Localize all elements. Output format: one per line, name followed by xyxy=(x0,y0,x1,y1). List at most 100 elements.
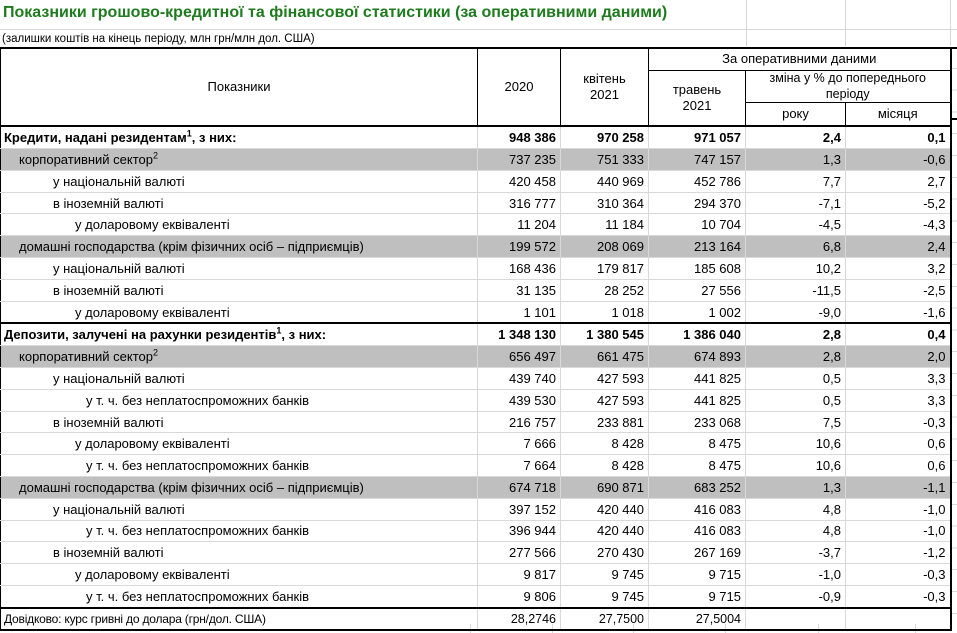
row-label: корпоративний сектор xyxy=(19,349,154,365)
table-row: у доларовому еквіваленті 11 204 11 184 1… xyxy=(0,213,951,237)
table-row: у т. ч. без неплатоспроможних банків 439… xyxy=(0,389,951,412)
row-label: в іноземній валюті xyxy=(53,195,164,211)
cell-change-year xyxy=(745,606,846,631)
row-label-cell: у національній валюті xyxy=(0,498,478,521)
cell-2020: 674 718 xyxy=(477,476,561,499)
row-label-cell: у т. ч. без неплатоспроможних банків xyxy=(0,520,478,543)
row-label: у доларовому еквіваленті xyxy=(75,304,230,320)
cell-2020: 31 135 xyxy=(477,279,561,302)
gridline-strip xyxy=(950,47,957,624)
cell-may-2021: 9 715 xyxy=(648,585,746,609)
table-border-extension xyxy=(950,47,957,49)
cell-change-year: 0,5 xyxy=(745,389,846,412)
table-row: у доларовому еквіваленті 9 817 9 745 9 7… xyxy=(0,563,951,586)
cell-change-month: -4,3 xyxy=(845,213,951,237)
table-header: Показники 2020 квітень 2021 За оперативн… xyxy=(0,46,951,128)
table-row: у т. ч. без неплатоспроможних банків 396… xyxy=(0,520,951,543)
row-label-cell: у національній валюті xyxy=(0,170,478,193)
row-label: в іноземній валюті xyxy=(53,282,164,298)
row-label-cell: Депозити, залучені на рахунки резидентів… xyxy=(0,322,478,347)
cell-april-2021: 970 258 xyxy=(560,125,649,150)
row-footnote-ref: 1 xyxy=(186,128,192,139)
table-row: в іноземній валюті 277 566 270 430 267 1… xyxy=(0,541,951,565)
row-label-suffix: , з них: xyxy=(191,130,237,146)
cell-change-year: 1,3 xyxy=(745,148,846,171)
table-row: домашні господарства (крім фізичних осіб… xyxy=(0,476,951,499)
cell-may-2021: 213 164 xyxy=(648,235,746,259)
row-label: домашні господарства (крім фізичних осіб… xyxy=(19,239,364,255)
units-subtitle: (залишки коштів на кінець періоду, млн г… xyxy=(2,33,315,45)
cell-2020: 397 152 xyxy=(477,498,561,521)
row-label-cell: у т. ч. без неплатоспроможних банків xyxy=(0,585,478,609)
cell-may-2021: 185 608 xyxy=(648,257,746,280)
row-label: у національній валюті xyxy=(53,260,185,276)
row-label: у національній валюті xyxy=(53,370,185,386)
cell-2020: 7 664 xyxy=(477,454,561,477)
gridline xyxy=(950,0,951,46)
cell-april-2021: 1 380 545 xyxy=(560,322,649,347)
cell-may-2021: 27 556 xyxy=(648,279,746,302)
row-label-cell: у т. ч. без неплатоспроможних банків xyxy=(0,454,478,477)
cell-change-month: 0,6 xyxy=(845,454,951,477)
cell-may-2021: 8 475 xyxy=(648,454,746,477)
cell-may-2021: 452 786 xyxy=(648,170,746,193)
row-label: домашні господарства (крім фізичних осіб… xyxy=(19,479,364,495)
cell-april-2021: 690 871 xyxy=(560,476,649,499)
row-footnote-ref: 2 xyxy=(153,347,159,358)
cell-april-2021: 427 593 xyxy=(560,389,649,412)
cell-april-2021: 233 881 xyxy=(560,411,649,434)
row-label-cell: корпоративний сектор2 xyxy=(0,148,478,171)
cell-change-year: -0,9 xyxy=(745,585,846,609)
row-label-cell: у т. ч. без неплатоспроможних банків xyxy=(0,389,478,412)
cell-2020: 948 386 xyxy=(477,125,561,150)
cell-april-2021: 9 745 xyxy=(560,563,649,586)
cell-change-month: -0,3 xyxy=(845,411,951,434)
cell-2020: 1 101 xyxy=(477,301,561,324)
cell-change-month: 0,4 xyxy=(845,322,951,347)
header-2020: 2020 xyxy=(477,46,561,127)
cell-april-2021: 208 069 xyxy=(560,235,649,259)
cell-change-month: 3,3 xyxy=(845,389,951,412)
cell-2020: 1 348 130 xyxy=(477,322,561,347)
table-body: Кредити, надані резидентам1, з них: 948 … xyxy=(0,125,951,631)
row-label: Кредити, надані резидентам xyxy=(4,130,187,146)
cell-2020: 439 530 xyxy=(477,389,561,412)
cell-may-2021: 441 825 xyxy=(648,367,746,390)
table-row: корпоративний сектор2 656 497 661 475 67… xyxy=(0,345,951,369)
header-row-3: року місяця xyxy=(1,102,951,128)
row-label: у т. ч. без неплатоспроможних банків xyxy=(86,392,309,408)
row-label-cell: у доларовому еквіваленті xyxy=(0,213,478,237)
cell-april-2021: 8 428 xyxy=(560,432,649,456)
table-row: Кредити, надані резидентам1, з них: 948 … xyxy=(0,125,951,150)
cell-2020: 7 666 xyxy=(477,432,561,456)
cell-change-year: 2,8 xyxy=(745,345,846,369)
cell-change-year: -1,0 xyxy=(745,563,846,586)
cell-change-month xyxy=(845,606,951,631)
cell-2020: 277 566 xyxy=(477,541,561,565)
cell-change-year: -4,5 xyxy=(745,213,846,237)
cell-change-year: 7,7 xyxy=(745,170,846,193)
row-label: в іноземній валюті xyxy=(53,414,164,430)
cell-april-2021: 270 430 xyxy=(560,541,649,565)
cell-change-month: -1,6 xyxy=(845,301,951,324)
cell-change-year: 7,5 xyxy=(745,411,846,434)
cell-2020: 168 436 xyxy=(477,257,561,280)
cell-change-year: 10,6 xyxy=(745,454,846,477)
row-label-cell: в іноземній валюті xyxy=(0,411,478,434)
row-label-cell: Кредити, надані резидентам1, з них: xyxy=(0,125,478,150)
cell-change-month: -1,0 xyxy=(845,498,951,521)
cell-2020: 439 740 xyxy=(477,367,561,390)
row-label-cell: корпоративний сектор2 xyxy=(0,345,478,369)
cell-2020: 396 944 xyxy=(477,520,561,543)
cell-2020: 199 572 xyxy=(477,235,561,259)
row-label-cell: в іноземній валюті xyxy=(0,541,478,565)
cell-2020: 737 235 xyxy=(477,148,561,171)
cell-change-month: 2,7 xyxy=(845,170,951,193)
cell-may-2021: 294 370 xyxy=(648,192,746,215)
cell-may-2021: 9 715 xyxy=(648,563,746,586)
cell-april-2021: 427 593 xyxy=(560,367,649,390)
row-label-suffix: , з них: xyxy=(281,327,327,343)
row-label-cell: у доларовому еквіваленті xyxy=(0,301,478,324)
table-row: у національній валюті 397 152 420 440 41… xyxy=(0,498,951,521)
row-label-cell: Довідково: курс гривні до долара (грн/до… xyxy=(0,606,478,631)
